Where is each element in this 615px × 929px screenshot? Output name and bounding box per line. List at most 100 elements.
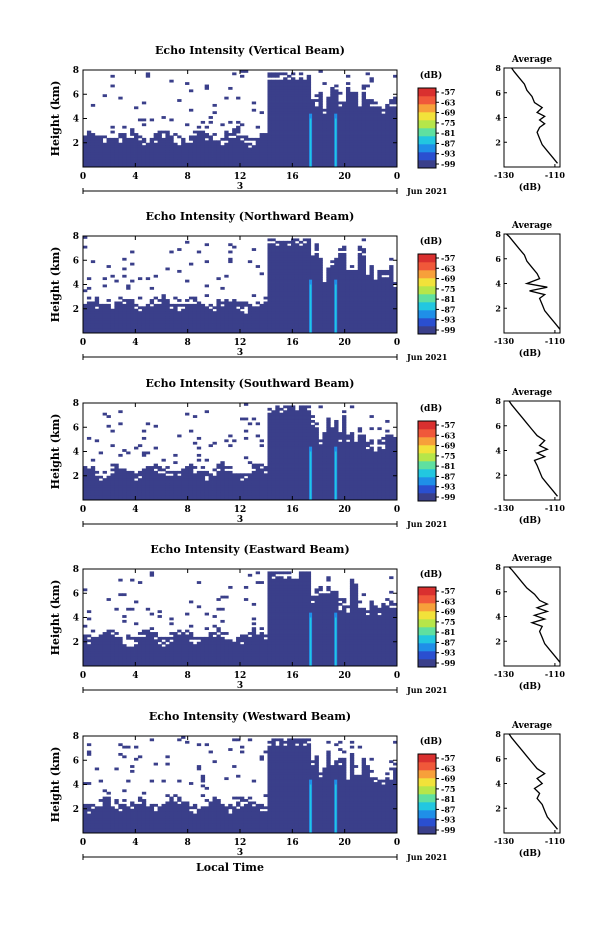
heatmap-cell: [330, 111, 335, 115]
heatmap-cell: [326, 441, 331, 445]
heatmap-cell: [389, 106, 394, 110]
heatmap-cell: [200, 490, 206, 494]
heatmap-cell: [208, 140, 213, 144]
heatmap-cell: [283, 303, 288, 307]
heatmap-cell: [342, 483, 347, 486]
heatmap-cell: [330, 434, 335, 438]
heatmap-cell: [365, 154, 370, 158]
heatmap-cell: [306, 487, 312, 491]
heatmap-cell: [259, 330, 264, 334]
heatmap-cell: [294, 135, 300, 139]
heatmap-cell: [393, 118, 398, 122]
heatmap-cell: [322, 328, 327, 331]
heatmap-cell: [330, 429, 335, 433]
heatmap-cell: [157, 475, 162, 479]
heatmap-cell: [130, 323, 135, 327]
heatmap-cell: [228, 133, 233, 136]
heatmap-cell: [330, 451, 335, 455]
heatmap-cell: [185, 159, 190, 163]
heatmap-cell: [357, 318, 363, 322]
heatmap-cell: [114, 162, 119, 165]
heatmap-cell: [306, 417, 312, 421]
heatmap-cell: [306, 303, 312, 307]
heatmap-cell: [94, 303, 100, 307]
heatmap-cell: [287, 470, 292, 474]
heatmap-cell: [130, 152, 135, 156]
heatmap-cell: [188, 330, 194, 334]
heatmap-cell: [306, 272, 312, 276]
heatmap-cell: [357, 313, 363, 317]
heatmap-cell: [349, 485, 355, 489]
heatmap-cell: [134, 159, 139, 163]
heatmap-cell: [342, 248, 347, 251]
heatmap-cell: [224, 164, 229, 168]
heatmap-cell: [196, 325, 202, 329]
heatmap-cell: [294, 478, 300, 481]
heatmap-cell: [220, 145, 225, 148]
heatmap-cell: [283, 274, 288, 278]
heatmap-cell: [259, 135, 264, 139]
heatmap-cell: [275, 240, 280, 244]
heatmap-cell: [287, 128, 292, 132]
heatmap-cell: [169, 308, 174, 312]
heatmap-cell: [236, 323, 241, 327]
heatmap-cell: [216, 478, 221, 481]
heatmap-cell: [200, 157, 206, 161]
heatmap-cell: [314, 451, 319, 455]
heatmap-cell: [157, 162, 162, 165]
heatmap-cell: [106, 424, 111, 428]
heatmap-cell: [251, 417, 257, 421]
heatmap-cell: [369, 142, 374, 146]
heatmap-cell: [342, 260, 347, 264]
heatmap-cell: [251, 473, 257, 477]
heatmap-cell: [338, 113, 343, 117]
heatmap-cell: [271, 267, 276, 271]
heatmap-cell: [212, 152, 217, 156]
heatmap-cell: [141, 152, 147, 156]
heatmap-cell: [275, 415, 280, 418]
heatmap-cell: [302, 252, 308, 256]
heatmap-cell: [126, 330, 131, 334]
heatmap-cell: [298, 272, 304, 276]
heatmap-cell: [240, 487, 245, 491]
heatmap-cell: [330, 294, 335, 298]
heatmap-cell: [357, 130, 363, 134]
heatmap-cell: [361, 289, 367, 293]
heatmap-cell: [279, 434, 284, 438]
heatmap-cell: [302, 492, 308, 496]
heatmap-cell: [338, 135, 343, 139]
heatmap-cell: [275, 106, 280, 110]
heatmap-cell: [314, 303, 319, 307]
heatmap-cell: [283, 468, 288, 472]
heatmap-cell: [318, 306, 323, 310]
heatmap-cell: [326, 427, 331, 431]
heatmap-cell: [161, 458, 166, 462]
heatmap-cell: [353, 449, 359, 452]
heatmap-cell: [291, 417, 296, 421]
heatmap-cell: [177, 152, 182, 156]
heatmap-cell: [298, 427, 304, 431]
colorbar-tick-label: -87: [441, 304, 455, 314]
heatmap-cell: [224, 475, 229, 479]
heatmap-cell: [294, 330, 300, 334]
heatmap-cell: [267, 96, 272, 100]
average-x-tick-label: -130: [494, 170, 514, 180]
heatmap-cell: [275, 91, 280, 95]
heatmap-cell: [310, 125, 315, 129]
heatmap-cell: [169, 495, 174, 498]
heatmap-cell: [345, 272, 351, 276]
heatmap-cell: [338, 434, 343, 438]
heatmap-cell: [393, 325, 398, 329]
heatmap-cell: [342, 142, 347, 146]
heatmap-cell: [322, 286, 327, 290]
heatmap-cell: [90, 140, 96, 144]
heatmap-cell: [220, 123, 225, 127]
heatmap-cell: [330, 483, 335, 486]
heatmap-cell: [279, 485, 284, 489]
heatmap-cell: [106, 137, 111, 141]
heatmap-cell: [283, 96, 288, 100]
heatmap-cell: [145, 328, 151, 331]
heatmap-cell: [334, 429, 339, 433]
heatmap-cell: [279, 113, 284, 117]
heatmap-cell: [243, 436, 249, 440]
